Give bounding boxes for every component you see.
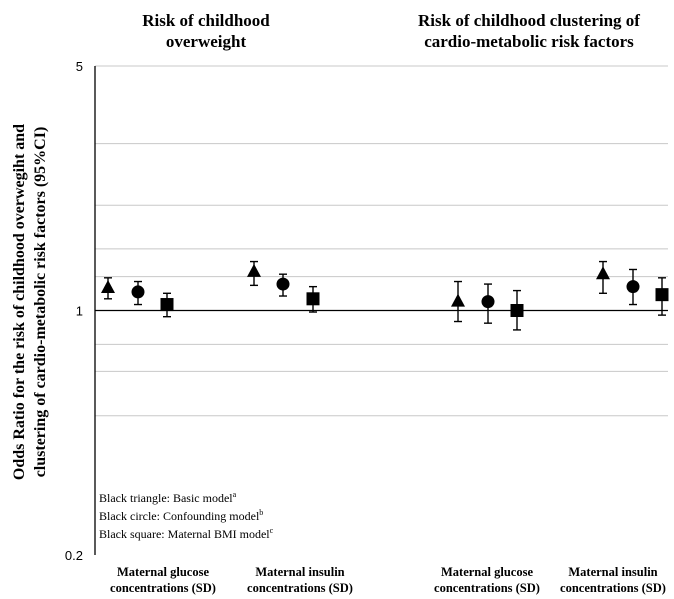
y-axis-label-group: Odds Ratio for the risk of childhood ove… <box>11 124 49 480</box>
triangle-marker <box>451 293 465 307</box>
data-point-square <box>306 285 320 313</box>
panel-titles: Risk of childhood overweight Risk of child… <box>142 11 640 51</box>
triangle-marker <box>596 266 610 280</box>
data-point-square <box>655 277 669 316</box>
data-point-circle <box>131 280 145 306</box>
y-axis-label-line: clustering of cardio-metabolic risk fact… <box>32 127 49 478</box>
gridlines <box>95 65 668 417</box>
data-point-square <box>510 289 524 331</box>
x-category-label: concentrations (SD) <box>434 581 540 595</box>
data-point-square <box>160 292 174 318</box>
triangle-marker <box>101 279 115 293</box>
data-point-triangle <box>451 280 465 323</box>
triangle-marker <box>247 263 261 277</box>
y-tick-label: 5 <box>76 59 83 74</box>
circle-marker <box>481 295 495 309</box>
legend-item: Black square: Maternal BMI modelc <box>99 526 274 541</box>
square-marker <box>655 288 669 302</box>
x-category-label: concentrations (SD) <box>560 581 666 595</box>
x-category-label: concentrations (SD) <box>110 581 216 595</box>
legend: Black triangle: Basic modela Black circle… <box>99 490 274 541</box>
data-point-circle <box>276 273 290 297</box>
legend-item: Black circle: Confounding modelb <box>99 508 263 523</box>
data-point-circle <box>626 268 640 306</box>
x-category-label: Maternal glucose <box>441 565 533 579</box>
data-point-triangle <box>596 260 610 294</box>
x-category-label: Maternal glucose <box>117 565 209 579</box>
y-tick-labels: 0.2 1 5 <box>65 59 83 563</box>
circle-marker <box>626 280 640 294</box>
data-point-triangle <box>247 260 261 287</box>
legend-item: Black triangle: Basic modela <box>99 490 237 505</box>
data-point-triangle <box>101 277 115 300</box>
circle-marker <box>276 277 290 291</box>
y-tick-label: 0.2 <box>65 548 83 563</box>
square-marker <box>160 298 174 312</box>
y-axis-label-line: Odds Ratio for the risk of childhood ove… <box>11 124 28 480</box>
data-point-circle <box>481 283 495 324</box>
circle-marker <box>131 285 145 299</box>
x-category-labels: Maternal glucose concentrations (SD) Mater… <box>110 565 666 595</box>
data-marks <box>101 260 669 331</box>
panel-title-line: Risk of childhood clustering of <box>418 11 640 30</box>
x-category-label: Maternal insulin <box>568 565 657 579</box>
square-marker <box>510 304 524 317</box>
panel-title-line: Risk of childhood <box>142 11 270 30</box>
y-tick-label: 1 <box>76 304 83 319</box>
x-category-label: Maternal insulin <box>255 565 344 579</box>
x-category-label: concentrations (SD) <box>247 581 353 595</box>
panel-title-line: cardio-metabolic risk factors <box>424 32 634 51</box>
y-axis-label: Odds Ratio for the risk of childhood ove… <box>11 124 49 480</box>
panel-title-line: overweight <box>166 32 247 51</box>
square-marker <box>306 292 320 306</box>
